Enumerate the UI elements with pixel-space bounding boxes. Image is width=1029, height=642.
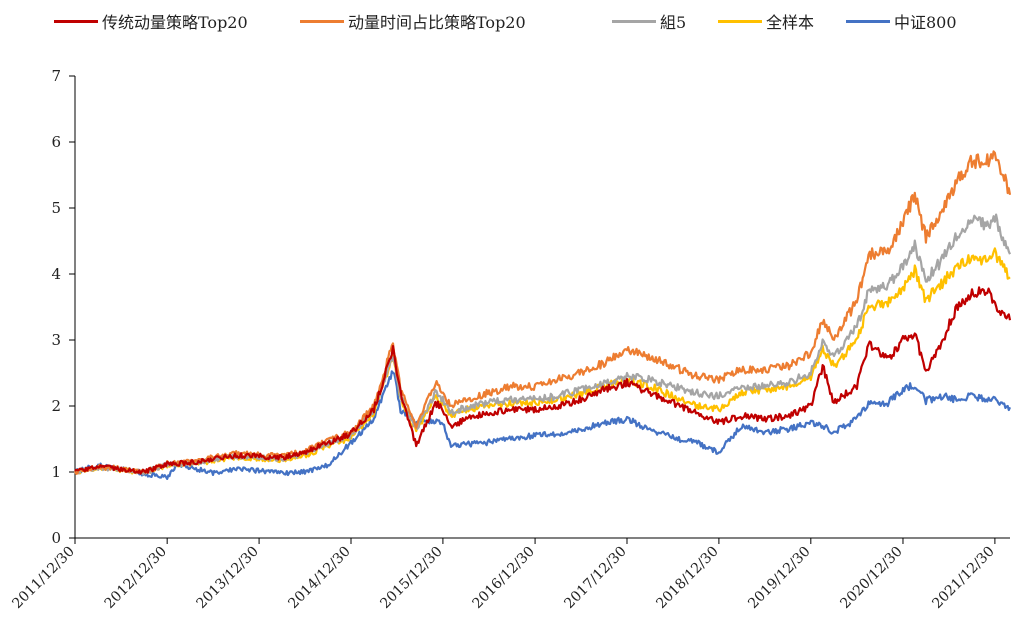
legend-swatch-momentum-time-ratio	[300, 19, 344, 23]
x-tick-label: 2016/12/30	[470, 544, 538, 612]
legend-label-group5: 組5	[660, 13, 687, 32]
y-tick-label: 0	[51, 529, 61, 547]
y-tick-label: 5	[51, 199, 61, 217]
y-tick-label: 4	[51, 265, 61, 283]
legend-label-momentum-time-ratio: 动量时间占比策略Top20	[348, 13, 526, 32]
x-tick-label: 2011/12/30	[9, 544, 77, 612]
y-tick-label: 2	[51, 397, 61, 415]
series-line-0[interactable]	[74, 286, 1012, 475]
x-tick-label: 2013/12/30	[194, 544, 262, 612]
y-tick-label: 3	[51, 331, 61, 349]
series-line-4[interactable]	[74, 370, 1012, 480]
legend-label-full-sample: 全样本	[766, 13, 815, 32]
legend-item-full-sample[interactable]: 全样本	[718, 8, 814, 34]
x-tick-label: 2015/12/30	[377, 544, 445, 612]
x-tick-label: 2018/12/30	[653, 544, 721, 612]
series-line-3[interactable]	[74, 247, 1011, 475]
legend-item-group5[interactable]: 組5	[612, 8, 686, 34]
legend-label-csi800: 中证800	[894, 13, 957, 32]
axes: 0 1 2 3 4 5 6 7 2011/12/30 2012/12/30 2013/12/30 20…	[9, 67, 1010, 612]
x-tick-label: 2017/12/30	[561, 544, 629, 612]
x-tick-label: 2021/12/30	[929, 544, 997, 612]
legend-item-csi800[interactable]: 中证800	[846, 8, 957, 34]
x-tick-label: 2019/12/30	[745, 544, 813, 612]
legend-swatch-csi800	[846, 19, 890, 23]
legend: 传统动量策略Top20 动量时间占比策略Top20 組5 全样本 中证800	[0, 8, 1029, 34]
y-tick-label: 6	[51, 133, 61, 151]
series-line-1[interactable]	[74, 150, 1012, 475]
x-tick-label: 2020/12/30	[837, 544, 905, 612]
legend-swatch-group5	[612, 19, 656, 23]
y-tick-label: 1	[51, 463, 61, 481]
x-tick-label: 2014/12/30	[285, 544, 353, 612]
legend-item-traditional-momentum[interactable]: 传统动量策略Top20	[54, 8, 248, 34]
legend-item-momentum-time-ratio[interactable]: 动量时间占比策略Top20	[300, 8, 526, 34]
series-layer	[74, 150, 1012, 480]
legend-label-traditional-momentum: 传统动量策略Top20	[102, 13, 248, 32]
y-tick-label: 7	[51, 67, 61, 85]
x-tick-label: 2012/12/30	[102, 544, 170, 612]
legend-swatch-traditional-momentum	[54, 19, 98, 23]
legend-swatch-full-sample	[718, 19, 762, 23]
